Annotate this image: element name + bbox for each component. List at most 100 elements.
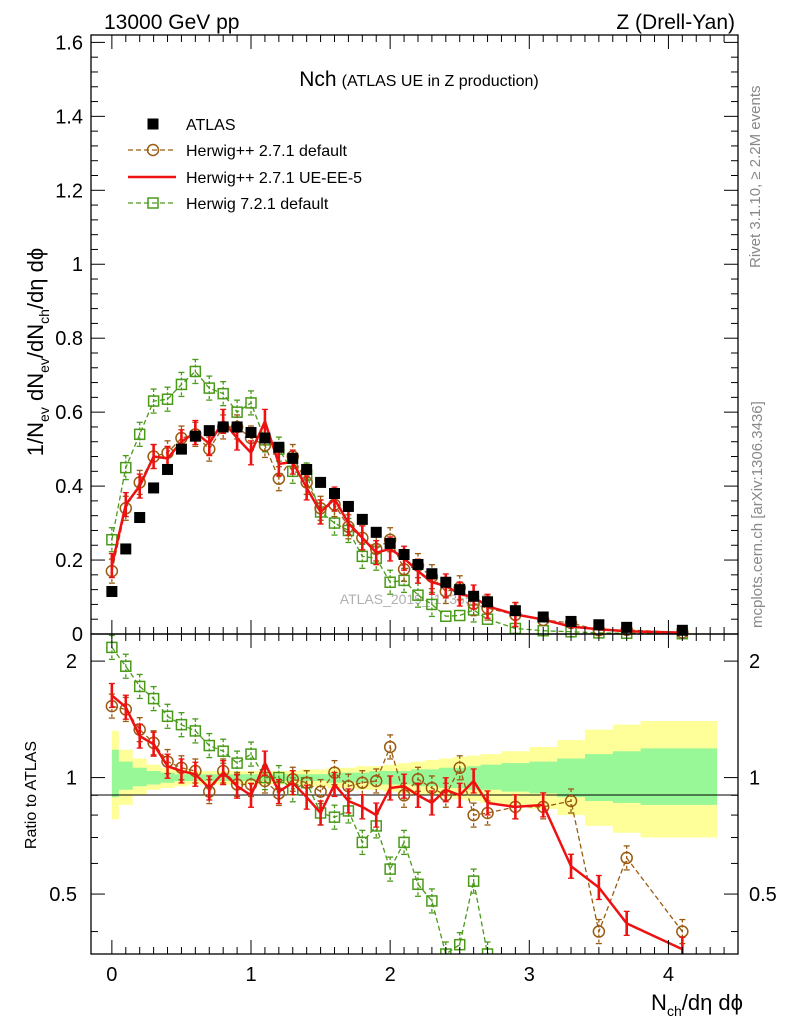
ratio-point [383,740,397,754]
data-point [565,615,577,627]
mc-point [175,378,188,391]
data-point [384,537,396,549]
data-point [287,452,299,464]
data-point [412,558,424,570]
legend-marker [147,197,159,209]
y-tick-label-top: 0 [72,624,83,646]
data-point [370,526,382,538]
ratio-point [147,692,160,705]
ratio-point [120,660,132,672]
data-point [482,596,494,608]
mc-point [147,395,160,407]
data-point [134,512,146,524]
mc-point [356,550,369,563]
y-tick-label-bottom-right: 1 [749,768,760,790]
series-line-2 [110,417,683,634]
ratio-point [231,757,243,769]
ratio-point [175,718,188,731]
data-point [356,513,368,525]
y-tick-label-top: 0.8 [55,328,83,350]
ratio-point [426,895,438,907]
ratio-point [453,761,466,775]
header-process: Z (Drell-Yan) [616,11,735,34]
data-point [217,421,229,433]
ratio-series-group [105,634,689,954]
ratio-point [467,808,480,822]
data-point [259,432,271,444]
plot-title: Nch (ATLAS UE in Z production) [299,68,538,91]
mc-point [440,610,452,623]
ratio-point [356,776,369,789]
ratio-point [384,863,396,875]
legend: ATLAS Herwig++ 2.7.1 default Herwig++ 2.7.… [128,117,362,213]
plot-title-main: Nch [299,68,336,91]
data-point [328,487,340,499]
y-tick-label-top: 1.6 [55,32,83,54]
mc-point [412,589,424,601]
mc-point [120,461,132,474]
y-tick-label-top: 1 [72,254,83,276]
svg-text:Nch(ATLAS UE in Z production): Nch (ATLAS UE in Z production) [299,68,538,91]
data-point [426,568,438,580]
x-axis-label: Nch/dη dϕ [651,990,743,1019]
ratio-point [412,878,424,891]
mc-point [133,428,146,441]
x-tick-label: 3 [524,964,535,986]
data-point [273,441,285,453]
ratio-point [620,851,633,865]
y-tick-label-bottom-right: 0.5 [749,884,777,906]
data-point [162,463,174,475]
ratio-point [467,875,480,887]
mc-point [426,598,438,611]
mc-point [203,382,216,394]
watermark: ATLAS_2019_I1736531 [340,591,489,607]
ratio-band-green [111,748,718,805]
ratio-line-1 [111,694,683,951]
ratio-line-2 [111,647,489,954]
legend-marker [146,143,160,157]
data-point [106,585,118,597]
ratio-point [314,785,327,798]
legend-label: ATLAS [186,117,236,134]
y-tick-label-bottom-left: 0.5 [49,884,77,906]
mcplots-info: mcplots.cern.ch [arXiv:1306.3436] [749,401,766,628]
data-point [315,476,327,488]
mc-point [161,393,174,405]
data-point [398,549,410,561]
ratio-point [203,739,216,752]
y-axis-label-top: 1/Nev dNev/dNch/dη dϕ [23,248,52,456]
rivet-info: Rivet 3.1.10, ≥ 2.2M events [747,86,764,269]
y-tick-label-top: 1.4 [55,106,83,128]
y-tick-label-bottom-left: 1 [66,768,77,790]
ratio-point [592,925,606,938]
ratio-point [245,748,257,760]
ratio-point [161,710,174,723]
ratio-point [328,811,341,823]
legend-label: Herwig++ 2.7.1 UE-EE-5 [186,170,362,187]
data-point [231,421,243,433]
ratio-point [564,794,578,808]
data-point [468,590,480,602]
y-tick-label-bottom-left: 2 [66,651,77,673]
mc-point [217,387,229,400]
legend-label: Herwig 7.2.1 default [186,196,329,213]
x-tick-label: 1 [245,964,256,986]
data-point [593,619,605,631]
ratio-point [217,745,229,757]
data-point [440,576,452,588]
data-point [245,426,257,438]
main-plot-panel: ATLAS_2019_I1736531 0 0.2 0.4 0.6 0.8 1 1.2 1.4… [23,32,739,646]
ratio-point [189,725,202,737]
data-point [301,463,313,475]
ratio-plot-panel: 0 1 2 3 4 0.5 0.5 1 1 2 2 Ratio to ATLAS Nch/dη dϕ [23,633,777,1019]
x-tick-label: 4 [663,964,674,986]
y-tick-label-top: 0.4 [55,476,83,498]
mc-point [189,365,202,378]
data-point [509,605,521,617]
plot-title-sub: (ATLAS UE in Z production) [342,73,539,90]
data-point [189,430,201,442]
legend-marker-data [147,118,159,130]
header-energy: 13000 GeV pp [104,11,239,34]
y-tick-label-bottom-right: 2 [749,651,760,673]
